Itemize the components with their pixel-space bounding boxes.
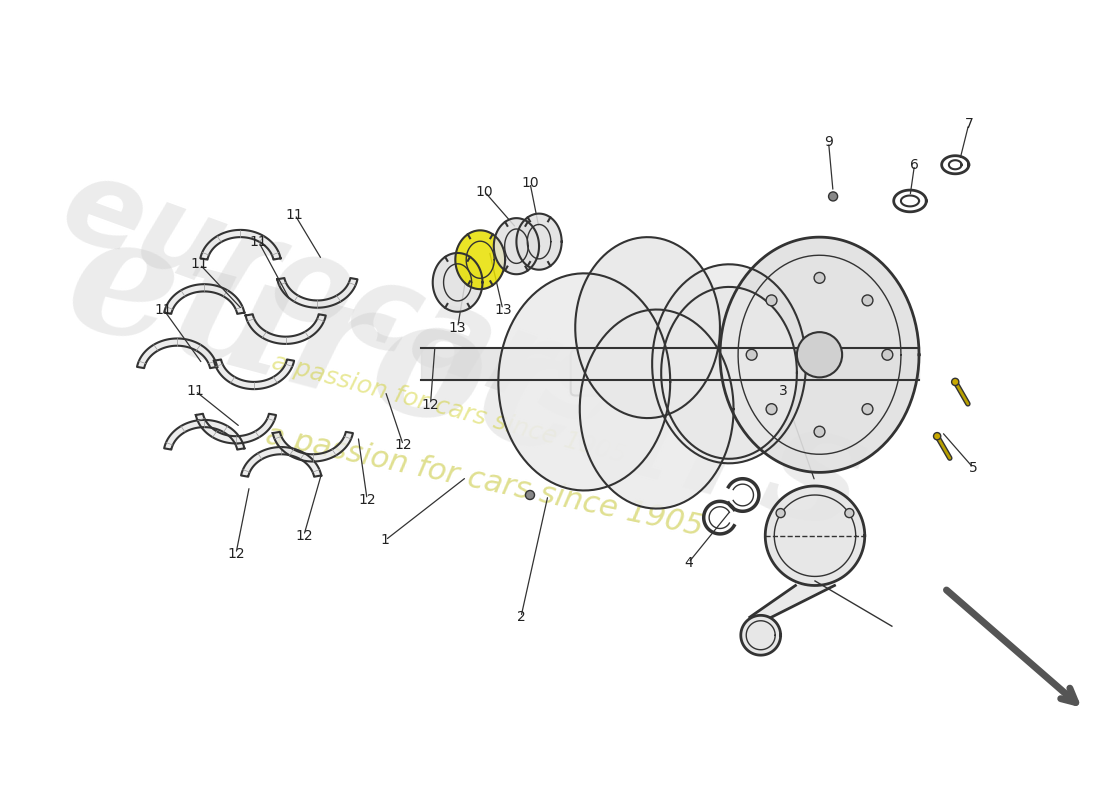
Text: 11: 11: [286, 207, 304, 222]
Circle shape: [845, 509, 854, 518]
Circle shape: [526, 490, 535, 499]
Text: a passion for cars since 1905: a passion for cars since 1905: [263, 421, 706, 542]
Polygon shape: [277, 278, 358, 308]
Polygon shape: [241, 447, 321, 477]
Circle shape: [777, 509, 785, 518]
FancyBboxPatch shape: [644, 364, 743, 409]
Text: 11: 11: [155, 302, 173, 317]
Circle shape: [862, 295, 873, 306]
Circle shape: [934, 433, 940, 440]
Text: 10: 10: [521, 176, 539, 190]
Polygon shape: [740, 615, 781, 655]
Polygon shape: [766, 486, 865, 586]
Text: a passion for cars since 1905: a passion for cars since 1905: [263, 421, 706, 542]
Polygon shape: [200, 230, 280, 259]
Text: 5: 5: [969, 461, 978, 475]
Polygon shape: [498, 274, 670, 490]
Circle shape: [882, 350, 893, 360]
Text: 13: 13: [449, 321, 466, 334]
Polygon shape: [455, 230, 505, 289]
Text: 12: 12: [395, 438, 412, 452]
Circle shape: [828, 192, 837, 201]
Text: 12: 12: [359, 493, 376, 506]
Polygon shape: [652, 264, 806, 463]
Text: 7: 7: [965, 117, 974, 131]
Text: eurocars: eurocars: [47, 147, 632, 454]
Circle shape: [766, 404, 777, 414]
Polygon shape: [164, 284, 244, 314]
Circle shape: [952, 378, 959, 386]
Circle shape: [746, 350, 757, 360]
Polygon shape: [575, 237, 721, 418]
Text: 12: 12: [227, 547, 244, 561]
Text: 9: 9: [824, 135, 833, 149]
Polygon shape: [516, 214, 562, 270]
Polygon shape: [494, 218, 539, 274]
Polygon shape: [164, 420, 244, 450]
Polygon shape: [720, 237, 918, 472]
Circle shape: [796, 332, 843, 378]
Polygon shape: [432, 253, 483, 312]
Circle shape: [814, 273, 825, 283]
Text: 6: 6: [910, 158, 918, 172]
Text: 13: 13: [494, 302, 512, 317]
Polygon shape: [138, 338, 217, 368]
Text: a passion for cars since 1905: a passion for cars since 1905: [268, 350, 628, 468]
Text: 10: 10: [476, 185, 494, 199]
Polygon shape: [245, 314, 326, 344]
Text: 2: 2: [517, 610, 526, 624]
FancyBboxPatch shape: [571, 350, 670, 395]
Circle shape: [862, 404, 873, 414]
Text: 12: 12: [421, 398, 439, 411]
Polygon shape: [196, 414, 276, 443]
Polygon shape: [273, 432, 353, 462]
Text: eurocars: eurocars: [52, 198, 882, 566]
Text: 4: 4: [684, 556, 693, 570]
Circle shape: [814, 426, 825, 437]
Text: 12: 12: [295, 529, 312, 542]
Text: 1: 1: [381, 534, 389, 547]
Text: 11: 11: [191, 258, 209, 271]
Circle shape: [766, 295, 777, 306]
Polygon shape: [213, 359, 294, 389]
Text: 11: 11: [250, 234, 267, 249]
Polygon shape: [580, 310, 734, 509]
Text: 3: 3: [779, 384, 788, 398]
Text: 11: 11: [186, 384, 205, 398]
Polygon shape: [750, 586, 834, 617]
Polygon shape: [661, 287, 796, 459]
